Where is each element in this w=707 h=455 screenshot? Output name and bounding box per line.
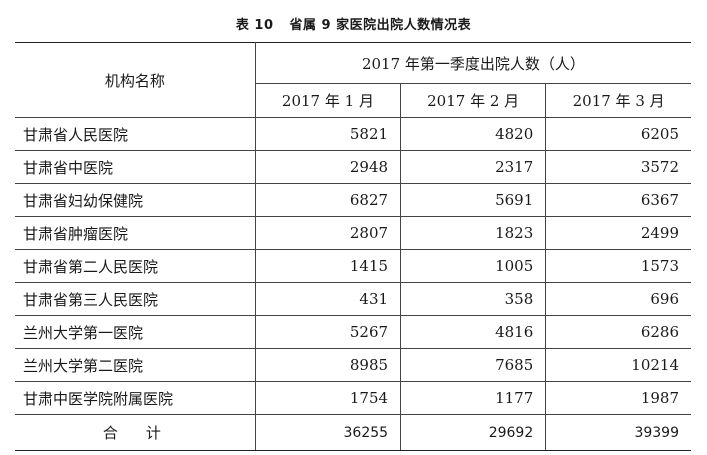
- discharge-count: 2948: [255, 150, 402, 184]
- discharge-count: 5267: [255, 315, 402, 349]
- discharge-count: 6205: [545, 117, 691, 151]
- institution-name: 兰州大学第一医院: [15, 315, 256, 349]
- table-row: 兰州大学第一医院 5267 4816 6286: [15, 315, 691, 349]
- discharge-count: 6286: [545, 315, 691, 349]
- institution-name: 兰州大学第二医院: [15, 348, 256, 382]
- discharge-count: 358: [400, 282, 547, 316]
- table-row: 甘肃省妇幼保健院 6827 5691 6367: [15, 183, 691, 217]
- total-count: 29692: [400, 414, 547, 451]
- discharge-count: 1754: [255, 381, 402, 415]
- total-count: 39399: [545, 414, 691, 451]
- table-row: 甘肃中医学院附属医院 1754 1177 1987: [15, 381, 691, 415]
- table-header: 机构名称 2017 年第一季度出院人数（人） 2017 年 1 月 2017 年…: [15, 42, 691, 118]
- discharge-count: 2807: [255, 216, 402, 250]
- discharge-count: 10214: [545, 348, 691, 382]
- month-column-header: 2017 年 1 月: [255, 83, 402, 118]
- total-count: 36255: [255, 414, 402, 451]
- institution-name: 甘肃省中医院: [15, 150, 256, 184]
- discharge-count: 6827: [255, 183, 402, 217]
- discharge-table: 机构名称 2017 年第一季度出院人数（人） 2017 年 1 月 2017 年…: [15, 42, 691, 451]
- period-column-header: 2017 年第一季度出院人数（人）: [255, 42, 691, 84]
- discharge-count: 1987: [545, 381, 691, 415]
- discharge-count: 6367: [545, 183, 691, 217]
- month-column-header: 2017 年 2 月: [400, 83, 547, 118]
- discharge-count: 1823: [400, 216, 547, 250]
- institution-name: 甘肃省妇幼保健院: [15, 183, 256, 217]
- total-label: 合计: [15, 414, 256, 451]
- institution-name: 甘肃省肿瘤医院: [15, 216, 256, 250]
- discharge-count: 8985: [255, 348, 402, 382]
- institution-column-header: 机构名称: [15, 42, 256, 118]
- institution-name: 甘肃省第二人民医院: [15, 249, 256, 283]
- discharge-count: 696: [545, 282, 691, 316]
- table-row: 甘肃省中医院 2948 2317 3572: [15, 150, 691, 184]
- discharge-count: 3572: [545, 150, 691, 184]
- table-number: 表 10: [235, 18, 274, 33]
- institution-name: 甘肃中医学院附属医院: [15, 381, 256, 415]
- discharge-count: 1177: [400, 381, 547, 415]
- table-row: 甘肃省第二人民医院 1415 1005 1573: [15, 249, 691, 283]
- discharge-count: 2317: [400, 150, 547, 184]
- discharge-count: 1415: [255, 249, 402, 283]
- discharge-count: 1005: [400, 249, 547, 283]
- institution-name: 甘肃省人民医院: [15, 117, 256, 151]
- discharge-count: 7685: [400, 348, 547, 382]
- institution-name: 甘肃省第三人民医院: [15, 282, 256, 316]
- discharge-count: 4816: [400, 315, 547, 349]
- discharge-count: 2499: [545, 216, 691, 250]
- table-title: 省属 9 家医院出院人数情况表: [289, 18, 472, 33]
- table-body: 甘肃省人民医院 5821 4820 6205 甘肃省中医院 2948 2317 …: [15, 117, 691, 451]
- discharge-count: 4820: [400, 117, 547, 151]
- table-row: 甘肃省肿瘤医院 2807 1823 2499: [15, 216, 691, 250]
- discharge-count: 5821: [255, 117, 402, 151]
- table-row: 兰州大学第二医院 8985 7685 10214: [15, 348, 691, 382]
- table-caption: 表 10 省属 9 家医院出院人数情况表: [0, 18, 707, 34]
- total-row: 合计 36255 29692 39399: [15, 414, 691, 451]
- discharge-count: 5691: [400, 183, 547, 217]
- month-column-header: 2017 年 3 月: [545, 83, 691, 118]
- discharge-count: 431: [255, 282, 402, 316]
- discharge-count: 1573: [545, 249, 691, 283]
- table-row: 甘肃省人民医院 5821 4820 6205: [15, 117, 691, 151]
- table-row: 甘肃省第三人民医院 431 358 696: [15, 282, 691, 316]
